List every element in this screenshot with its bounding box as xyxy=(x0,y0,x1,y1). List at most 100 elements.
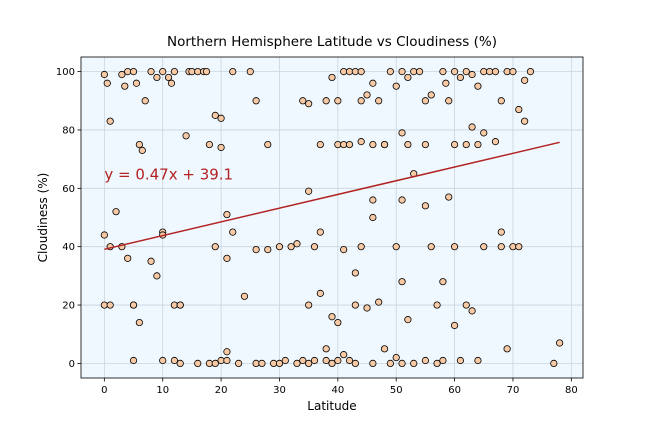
data-point xyxy=(135,318,143,327)
data-point xyxy=(357,138,365,146)
data-point xyxy=(445,193,453,201)
data-point xyxy=(450,243,459,251)
data-point xyxy=(176,359,184,368)
data-point xyxy=(252,246,260,254)
data-point xyxy=(141,97,149,105)
data-point xyxy=(351,359,359,368)
data-point xyxy=(223,348,231,356)
data-point xyxy=(106,117,114,125)
data-point xyxy=(322,97,330,105)
data-point xyxy=(386,359,394,368)
data-point xyxy=(556,339,564,347)
data-point xyxy=(153,73,161,82)
data-point xyxy=(217,114,225,122)
data-point xyxy=(497,97,505,105)
data-point xyxy=(202,67,211,76)
data-point xyxy=(392,243,400,251)
data-point xyxy=(369,79,377,87)
data-point xyxy=(450,321,459,330)
data-point xyxy=(223,254,231,262)
data-point xyxy=(427,91,435,99)
data-point xyxy=(421,140,429,149)
data-point xyxy=(167,79,176,87)
data-point xyxy=(497,243,505,251)
data-point xyxy=(474,82,482,90)
x-tick-label: 60 xyxy=(448,385,461,396)
x-tick-label: 80 xyxy=(565,385,578,396)
data-point xyxy=(100,231,108,239)
data-point xyxy=(398,278,406,286)
data-point xyxy=(211,359,219,368)
data-point xyxy=(106,301,114,309)
data-point xyxy=(281,356,289,365)
y-tick-label: 80 xyxy=(62,125,75,136)
data-point xyxy=(375,298,383,306)
data-point xyxy=(398,129,406,137)
data-point xyxy=(340,351,348,359)
data-point xyxy=(240,292,249,300)
data-point xyxy=(310,356,319,365)
data-point xyxy=(138,146,146,154)
data-point xyxy=(351,269,359,277)
data-point xyxy=(135,140,143,149)
data-point xyxy=(121,82,129,90)
data-point xyxy=(410,359,418,368)
data-point xyxy=(480,243,488,251)
data-point xyxy=(445,97,453,105)
data-point xyxy=(375,97,383,105)
data-point xyxy=(392,353,400,362)
data-point xyxy=(229,228,237,236)
y-tick-label: 100 xyxy=(56,67,75,78)
data-point xyxy=(369,140,377,149)
y-tick-label: 0 xyxy=(69,359,75,370)
data-point xyxy=(503,345,511,353)
x-tick-label: 40 xyxy=(331,385,344,396)
data-point xyxy=(357,67,365,76)
data-point xyxy=(456,356,465,365)
grid xyxy=(81,57,583,378)
data-point xyxy=(351,301,359,309)
data-point xyxy=(404,140,412,149)
data-point xyxy=(421,356,429,365)
data-point xyxy=(328,73,336,82)
data-points xyxy=(100,67,564,368)
data-point xyxy=(439,278,447,286)
data-point xyxy=(153,272,161,280)
regression-line xyxy=(104,141,560,251)
data-point xyxy=(305,301,313,309)
data-point xyxy=(468,123,476,131)
data-point xyxy=(275,359,284,368)
data-point xyxy=(258,359,266,368)
data-point xyxy=(369,359,377,368)
data-point xyxy=(404,73,412,82)
data-point xyxy=(433,301,441,309)
data-point xyxy=(316,289,324,297)
data-point xyxy=(398,359,406,368)
x-axis-label: Latitude xyxy=(307,399,356,413)
data-point xyxy=(100,70,108,79)
data-point xyxy=(118,70,126,79)
chart-title: Northern Hemisphere Latitude vs Cloudine… xyxy=(167,34,497,50)
x-tick-label: 30 xyxy=(273,385,286,396)
data-point xyxy=(334,356,342,365)
data-point xyxy=(526,67,535,76)
data-point xyxy=(521,117,529,125)
data-point xyxy=(491,67,500,76)
data-point xyxy=(305,187,313,195)
data-point xyxy=(235,359,243,368)
data-point xyxy=(398,67,406,76)
data-point xyxy=(275,243,284,251)
data-point xyxy=(129,67,138,76)
data-point xyxy=(252,97,260,105)
data-point xyxy=(509,67,517,76)
data-point xyxy=(363,91,371,99)
data-point xyxy=(340,246,348,254)
data-point xyxy=(427,243,435,251)
data-point xyxy=(112,208,120,216)
data-point xyxy=(497,228,505,236)
x-tick-label: 50 xyxy=(390,385,403,396)
data-point xyxy=(334,97,342,105)
data-point xyxy=(211,243,219,251)
